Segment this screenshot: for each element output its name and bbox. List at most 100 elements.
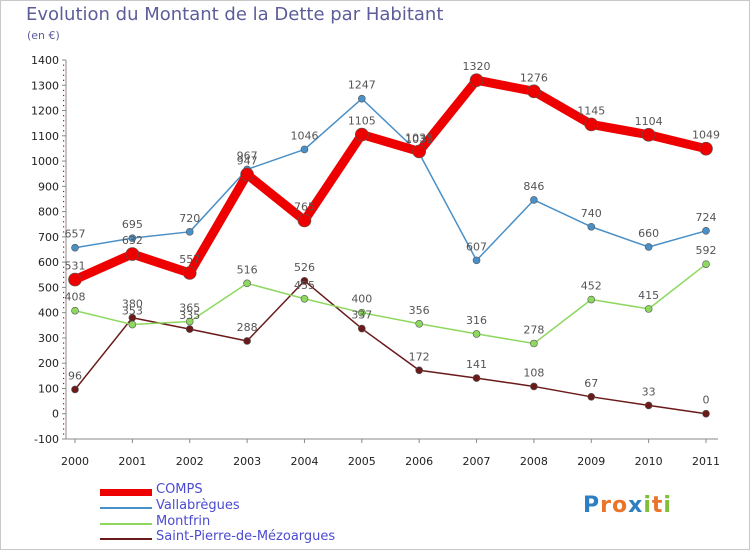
data-label: 353 — [122, 305, 143, 318]
y-tick-label: 300 — [38, 332, 59, 345]
logo-letter: i — [663, 493, 672, 518]
logo-letter: P — [583, 493, 601, 518]
y-minor-tick — [63, 99, 65, 102]
y-minor-tick — [63, 357, 65, 359]
data-label: 1145 — [577, 104, 605, 117]
y-minor-tick — [63, 200, 65, 203]
data-point — [415, 319, 423, 328]
x-tick-label: 2008 — [520, 455, 548, 468]
data-point — [644, 243, 653, 251]
data-point — [128, 234, 137, 242]
data-label: 172 — [409, 350, 430, 363]
y-minor-tick — [63, 150, 65, 152]
data-point — [699, 141, 713, 156]
data-label: 1247 — [348, 79, 376, 92]
data-label: 452 — [581, 280, 602, 293]
y-tick-label: 400 — [38, 307, 59, 320]
data-point — [185, 317, 194, 326]
y-minor-tick — [63, 332, 65, 334]
data-label: 380 — [122, 298, 143, 311]
y-minor-tick — [63, 140, 65, 142]
data-label: 1038 — [405, 131, 433, 144]
data-label: 335 — [179, 309, 200, 322]
y-tick-label: -100 — [34, 433, 59, 446]
data-point — [702, 227, 710, 235]
y-minor-tick — [63, 89, 65, 92]
y-minor-tick — [63, 302, 65, 304]
y-minor-tick — [63, 130, 65, 132]
y-minor-tick — [63, 281, 65, 284]
data-label: 455 — [294, 279, 315, 292]
data-point — [185, 228, 194, 236]
y-minor-tick — [63, 418, 65, 420]
y-minor-tick — [63, 145, 65, 147]
y-minor-tick — [63, 221, 65, 223]
y-minor-tick — [63, 104, 65, 107]
y-minor-tick — [63, 403, 65, 405]
y-tick-label: 900 — [38, 180, 59, 193]
y-minor-tick — [63, 79, 65, 81]
data-point — [587, 222, 596, 231]
x-tick-label: 2011 — [692, 455, 720, 468]
data-label: 592 — [696, 244, 717, 257]
data-label: 408 — [65, 291, 86, 304]
data-point — [358, 308, 366, 317]
y-minor-tick — [63, 266, 65, 268]
y-minor-tick — [63, 433, 65, 435]
y-minor-tick — [63, 276, 65, 278]
data-label: 846 — [523, 180, 544, 193]
data-label: 607 — [466, 240, 487, 253]
y-minor-tick — [63, 195, 65, 198]
y-tick-label: 0 — [52, 408, 59, 421]
legend-swatch — [100, 523, 152, 525]
y-minor-tick — [63, 120, 65, 122]
data-label: 1105 — [348, 115, 376, 128]
data-point — [644, 305, 653, 313]
y-minor-tick — [63, 393, 65, 395]
data-point — [644, 401, 653, 410]
y-minor-tick — [63, 251, 65, 253]
y-minor-tick — [63, 291, 65, 294]
x-tick-label: 2000 — [61, 455, 89, 468]
data-point — [68, 272, 82, 287]
data-label: 1320 — [463, 60, 491, 73]
data-label: 967 — [237, 149, 258, 162]
chart-title: Evolution du Montant de la Dette par Hab… — [26, 4, 444, 25]
data-point — [469, 73, 484, 88]
data-label: 141 — [466, 358, 487, 371]
y-minor-tick — [63, 216, 65, 218]
x-tick-label: 2004 — [290, 455, 318, 468]
data-label: 337 — [351, 309, 372, 322]
data-label: 695 — [122, 218, 143, 231]
legend-label: Montfrin — [156, 514, 211, 529]
data-point — [243, 337, 251, 345]
chart-subtitle: (en €) — [27, 29, 60, 42]
data-point — [300, 294, 309, 303]
x-tick-label: 2001 — [118, 455, 146, 468]
x-tick-label: 2003 — [233, 455, 261, 468]
data-point — [71, 243, 79, 252]
y-minor-tick — [63, 180, 65, 182]
data-label: 724 — [696, 211, 717, 224]
logo-letter: r — [600, 493, 612, 518]
data-label: 415 — [638, 289, 659, 302]
data-label: 765 — [294, 200, 315, 213]
y-minor-tick — [63, 94, 65, 97]
legend-label: Saint-Pierre-de-Mézoargues — [156, 529, 336, 544]
data-label: 516 — [237, 263, 258, 276]
proxiti-logo: Proxiti — [583, 493, 672, 518]
data-label: 526 — [294, 261, 315, 274]
data-point — [527, 84, 541, 99]
data-label: 67 — [584, 377, 598, 390]
y-minor-tick — [63, 190, 65, 193]
data-label: 316 — [466, 314, 487, 327]
data-point — [472, 330, 481, 338]
y-minor-tick — [63, 125, 65, 127]
data-point — [530, 196, 538, 204]
y-minor-tick — [63, 231, 65, 233]
data-point — [185, 325, 194, 333]
data-label: 720 — [179, 212, 200, 225]
y-minor-tick — [63, 69, 65, 71]
data-point — [355, 127, 369, 142]
data-label: 33 — [642, 385, 656, 398]
